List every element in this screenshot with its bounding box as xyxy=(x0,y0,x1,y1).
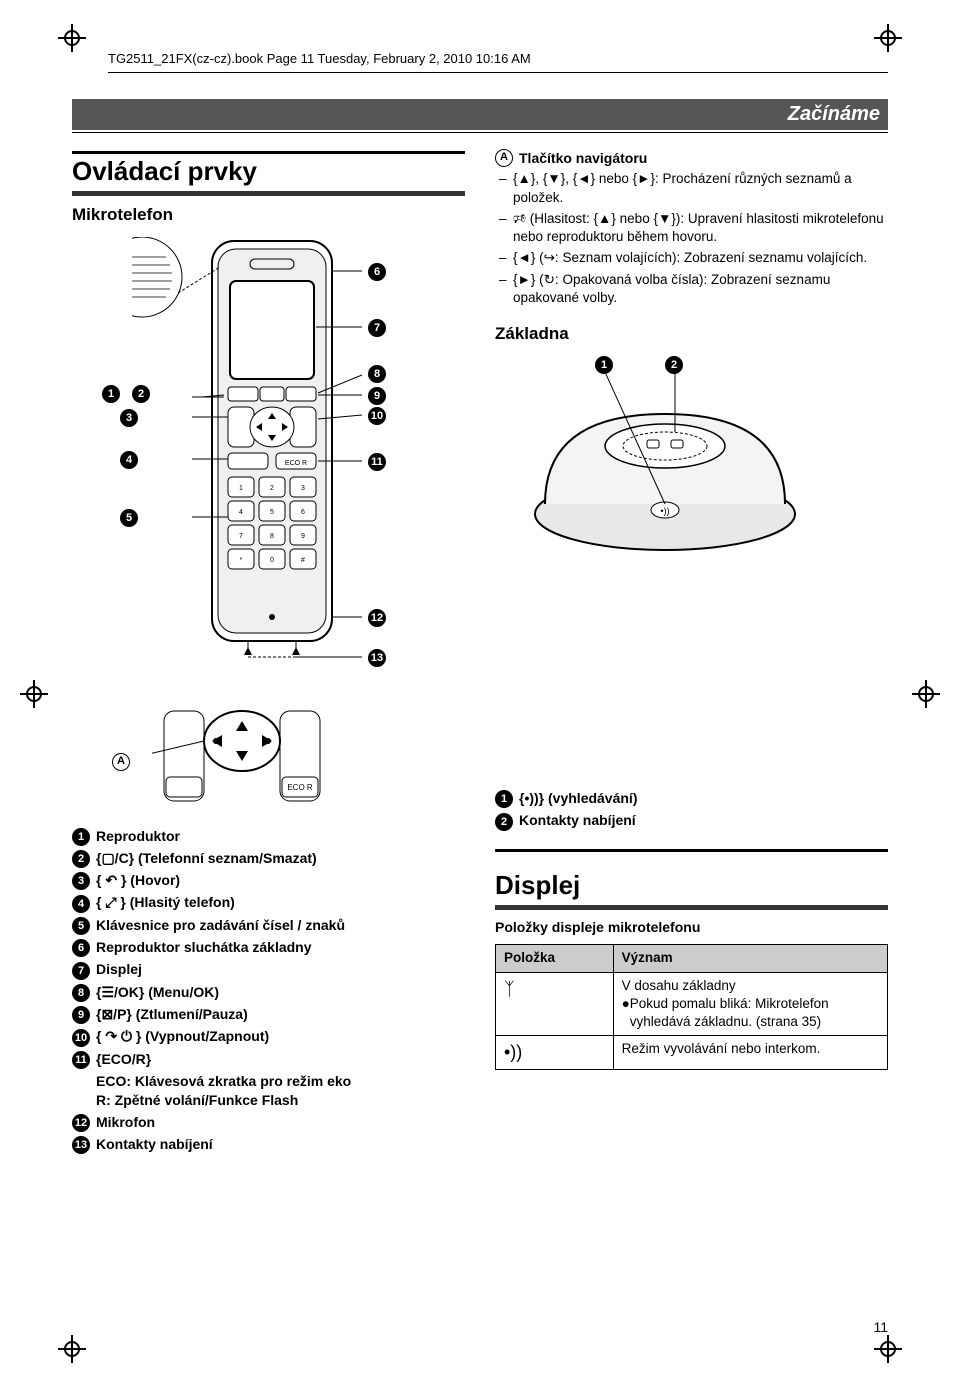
svg-text:9: 9 xyxy=(301,533,305,540)
navigator-detail: A ECO R xyxy=(72,703,465,823)
row1-bullet: Pokud pomalu bliká: Mikrotelefon vyhledá… xyxy=(630,995,879,1031)
legend-9: {⊠/P} (Ztlumení/Pauza) xyxy=(96,1005,465,1024)
page-number: 11 xyxy=(873,1318,888,1337)
main-columns: Ovládací prvky Mikrotelefon xyxy=(72,149,888,1158)
legend-5: Klávesnice pro zadávání čísel / znaků xyxy=(96,916,465,935)
display-subtitle: Položky displeje mikrotelefonu xyxy=(495,918,888,937)
crop-mark xyxy=(874,24,902,52)
crop-mark xyxy=(912,680,940,708)
legend-6: Reproduktor sluchátka základny xyxy=(96,938,465,957)
nav-letter: A xyxy=(495,149,513,167)
base-legend-2: Kontakty nabíjení xyxy=(519,811,888,830)
legend-11b: R: Zpětné volání/Funkce Flash xyxy=(96,1091,465,1110)
row1-main: V dosahu základny xyxy=(622,977,879,995)
th-vyznam: Význam xyxy=(613,945,887,972)
callout-4: 4 xyxy=(120,451,138,469)
callout-12: 12 xyxy=(368,609,386,627)
svg-text:7: 7 xyxy=(239,533,243,540)
callout-6: 6 xyxy=(368,263,386,281)
callout-9: 9 xyxy=(368,387,386,405)
callout-5: 5 xyxy=(120,509,138,527)
nav-item-3: {◄} (↪: Seznam volajících): Zobrazení se… xyxy=(513,249,888,267)
legend-7: Displej xyxy=(96,960,465,979)
controls-title: Ovládací prvky xyxy=(72,154,465,196)
legend-13: Kontakty nabíjení xyxy=(96,1135,465,1154)
base-title: Základna xyxy=(495,323,888,346)
section-banner: Začínáme xyxy=(72,99,888,130)
crop-mark xyxy=(58,1335,86,1363)
handset-figure: ECO R 123 456 789 *0# xyxy=(72,237,465,697)
handset-svg: ECO R 1 2 3 4 5 6 7 8 9 * 0 # xyxy=(132,237,382,687)
svg-text:1: 1 xyxy=(239,485,243,492)
svg-text:0: 0 xyxy=(270,557,274,564)
svg-text:*: * xyxy=(240,557,243,564)
svg-text:ECO R: ECO R xyxy=(287,783,313,792)
legend-4: { ⤢ } (Hlasitý telefon) xyxy=(96,893,465,912)
nav-item-2: 🕫 (Hlasitost: {▲} nebo {▼}): Upravení hl… xyxy=(513,210,888,246)
crop-mark xyxy=(20,680,48,708)
right-column: A Tlačítko navigátoru –{▲}, {▼}, {◄} neb… xyxy=(495,149,888,1158)
crop-mark xyxy=(874,1335,902,1363)
display-title: Displej xyxy=(495,868,888,910)
svg-text:ECO R: ECO R xyxy=(285,460,307,467)
svg-text:8: 8 xyxy=(270,533,274,540)
nav-heading: Tlačítko navigátoru xyxy=(519,149,647,168)
callout-7: 7 xyxy=(368,319,386,337)
callout-8: 8 xyxy=(368,365,386,383)
left-column: Ovládací prvky Mikrotelefon xyxy=(72,149,465,1158)
handset-legend: 1Reproduktor 2{▢/C} (Telefonní seznam/Sm… xyxy=(72,827,465,1155)
legend-3: { ↶ } (Hovor) xyxy=(96,871,465,890)
nav-item-1: {▲}, {▼}, {◄} nebo {►}: Procházení různý… xyxy=(513,170,888,206)
rule-thick xyxy=(495,849,888,852)
callout-13: 13 xyxy=(368,649,386,667)
svg-text:6: 6 xyxy=(301,509,305,516)
callout-10: 10 xyxy=(368,407,386,425)
legend-12: Mikrofon xyxy=(96,1113,465,1132)
page: TG2511_21FX(cz-cz).book Page 11 Tuesday,… xyxy=(0,0,960,1387)
legend-2: {▢/C} (Telefonní seznam/Smazat) xyxy=(96,849,465,868)
row2-meaning: Režim vyvolávání nebo interkom. xyxy=(613,1036,887,1069)
header-filepath: TG2511_21FX(cz-cz).book Page 11 Tuesday,… xyxy=(108,50,888,73)
callout-letter-A: A xyxy=(112,753,130,771)
base-callout-2: 2 xyxy=(665,356,683,374)
legend-10: { ↷ ⏻ } (Vypnout/Zapnout) xyxy=(96,1027,465,1046)
legend-11: {ECO/R} xyxy=(96,1050,465,1069)
display-table: Položka Význam ᛉ V dosahu základny ●Poku… xyxy=(495,944,888,1069)
navigator-svg: ECO R xyxy=(152,703,332,813)
base-callout-1: 1 xyxy=(595,356,613,374)
base-legend-1: {•))} (vyhledávání) xyxy=(519,789,888,808)
th-polozka: Položka xyxy=(496,945,614,972)
svg-text:#: # xyxy=(301,557,305,564)
svg-text:4: 4 xyxy=(239,509,243,516)
svg-text:3: 3 xyxy=(301,485,305,492)
base-legend: 1{•))} (vyhledávání) 2Kontakty nabíjení xyxy=(495,789,888,831)
legend-1: Reproduktor xyxy=(96,827,465,846)
base-figure: 1 2 •)) xyxy=(495,356,888,556)
row1-icon: ᛉ xyxy=(496,972,614,1036)
callout-11: 11 xyxy=(368,453,386,471)
svg-text:5: 5 xyxy=(270,509,274,516)
svg-text:2: 2 xyxy=(270,485,274,492)
legend-8: {☰/OK} (Menu/OK) xyxy=(96,983,465,1002)
controls-subtitle: Mikrotelefon xyxy=(72,204,465,227)
legend-11a: ECO: Klávesová zkratka pro režim eko xyxy=(96,1072,465,1091)
callout-2: 2 xyxy=(132,385,150,403)
row2-icon: •)) xyxy=(496,1036,614,1069)
crop-mark xyxy=(58,24,86,52)
nav-item-4: {►} (↻: Opakovaná volba čísla): Zobrazen… xyxy=(513,271,888,307)
svg-text:•)): •)) xyxy=(660,506,669,516)
callout-1: 1 xyxy=(102,385,120,403)
rule-thin xyxy=(72,132,888,133)
nav-list: –{▲}, {▼}, {◄} nebo {►}: Procházení různ… xyxy=(499,170,888,307)
base-svg: •)) xyxy=(515,374,815,564)
row1-meaning: V dosahu základny ●Pokud pomalu bliká: M… xyxy=(613,972,887,1036)
callout-3: 3 xyxy=(120,409,138,427)
